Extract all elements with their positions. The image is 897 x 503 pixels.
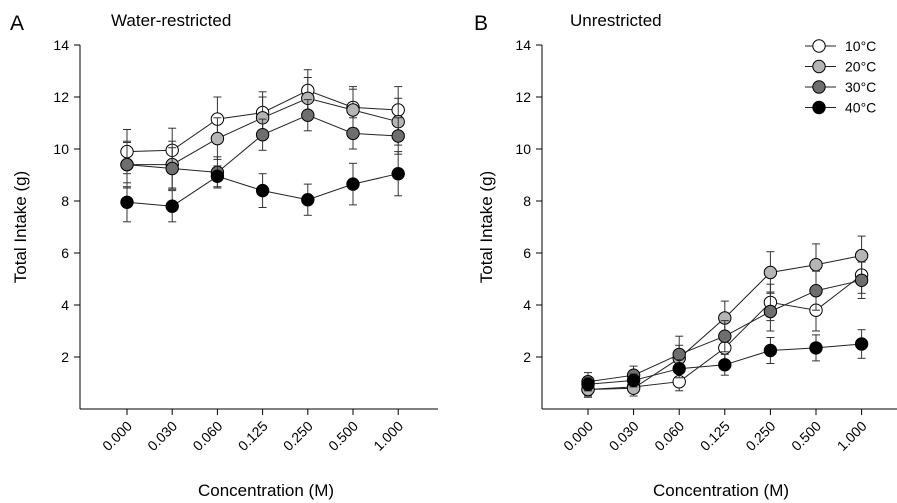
data-point: [301, 193, 315, 207]
legend-label: 30°C: [845, 79, 876, 95]
data-point: [718, 329, 732, 343]
data-point: [626, 373, 641, 388]
data-point: [581, 377, 595, 391]
y-tick-label: 4: [61, 297, 69, 313]
legend-marker: [812, 39, 826, 53]
x-tick-label: 0.500: [788, 418, 824, 454]
data-point: [854, 337, 869, 351]
data-point: [809, 258, 823, 272]
data-point: [672, 347, 686, 362]
y-tick-label: 10: [53, 141, 69, 157]
y-tick-label: 6: [61, 245, 69, 261]
data-point: [763, 265, 778, 280]
data-point: [165, 199, 179, 213]
x-tick-label: 0.030: [144, 418, 180, 454]
data-point: [210, 131, 225, 146]
legend-label: 10°C: [845, 38, 876, 54]
y-tick-label: 14: [53, 37, 69, 53]
panel-letter: A: [10, 12, 24, 35]
x-tick-label: 0.030: [606, 418, 642, 454]
x-tick-label: 1.000: [370, 418, 406, 454]
x-tick-label: 0.000: [560, 418, 596, 454]
legend-marker: [812, 59, 826, 74]
x-tick-label: 0.060: [651, 418, 687, 454]
data-point: [391, 129, 405, 143]
x-tick-label: 0.000: [99, 418, 135, 454]
data-point: [346, 103, 360, 117]
y-tick-label: 12: [515, 89, 531, 105]
chart-title: Water-restricted: [111, 11, 231, 30]
data-point: [391, 167, 405, 181]
data-point: [672, 362, 686, 376]
data-point: [346, 126, 360, 141]
data-point: [809, 341, 823, 355]
y-tick-label: 8: [61, 193, 69, 209]
data-point: [854, 273, 869, 287]
legend-label: 40°C: [845, 100, 876, 116]
y-tick-label: 2: [61, 349, 69, 365]
x-tick-label: 0.060: [189, 418, 225, 454]
data-point: [255, 128, 270, 142]
y-tick-label: 8: [523, 193, 531, 209]
legend-marker: [812, 100, 826, 115]
chart-panel-a: A Water-restricted 2 4 6 8 10 12 14 0.000 0.030 0.0…: [10, 11, 438, 500]
y-tick-label: 4: [523, 297, 531, 313]
data-point: [120, 157, 134, 172]
y-axis-label: Total Intake (g): [11, 171, 30, 283]
x-axis-label: Concentration (M): [653, 481, 789, 500]
data-point: [120, 195, 134, 210]
y-tick-label: 12: [53, 89, 69, 105]
data-point: [255, 183, 270, 198]
series-40c: [581, 329, 869, 392]
x-tick-label: 1.000: [834, 418, 870, 454]
y-tick-label: 2: [523, 349, 531, 365]
data-point: [210, 169, 225, 184]
series-40c: [120, 151, 405, 223]
y-tick-label: 14: [515, 37, 531, 53]
legend: 10°C 20°C 30°C 40°C: [805, 38, 876, 116]
x-tick-label: 0.250: [280, 418, 316, 454]
data-point: [854, 248, 869, 263]
y-tick-label: 10: [515, 141, 531, 157]
legend-label: 20°C: [845, 59, 876, 75]
y-axis-label: Total Intake (g): [477, 171, 496, 283]
x-axis-label: Concentration (M): [198, 481, 334, 500]
x-tick-label: 0.250: [742, 418, 778, 454]
chart-title: Unrestricted: [570, 11, 662, 30]
legend-marker: [812, 80, 826, 94]
x-tick-label: 0.125: [235, 418, 271, 454]
chart-panel-b: B Unrestricted 2 4 6 8 10 12 14 0.000 0.030 0.060 0.…: [474, 11, 897, 500]
data-point: [809, 284, 823, 298]
x-tick-label: 0.125: [697, 418, 733, 454]
data-point: [763, 343, 778, 358]
panel-letter: B: [474, 12, 488, 35]
x-tick-label: 0.500: [325, 418, 361, 454]
data-point: [165, 161, 179, 176]
data-point: [718, 358, 732, 372]
data-point: [301, 108, 315, 122]
data-point: [763, 304, 778, 319]
data-point: [346, 177, 360, 191]
y-tick-label: 6: [523, 245, 531, 261]
